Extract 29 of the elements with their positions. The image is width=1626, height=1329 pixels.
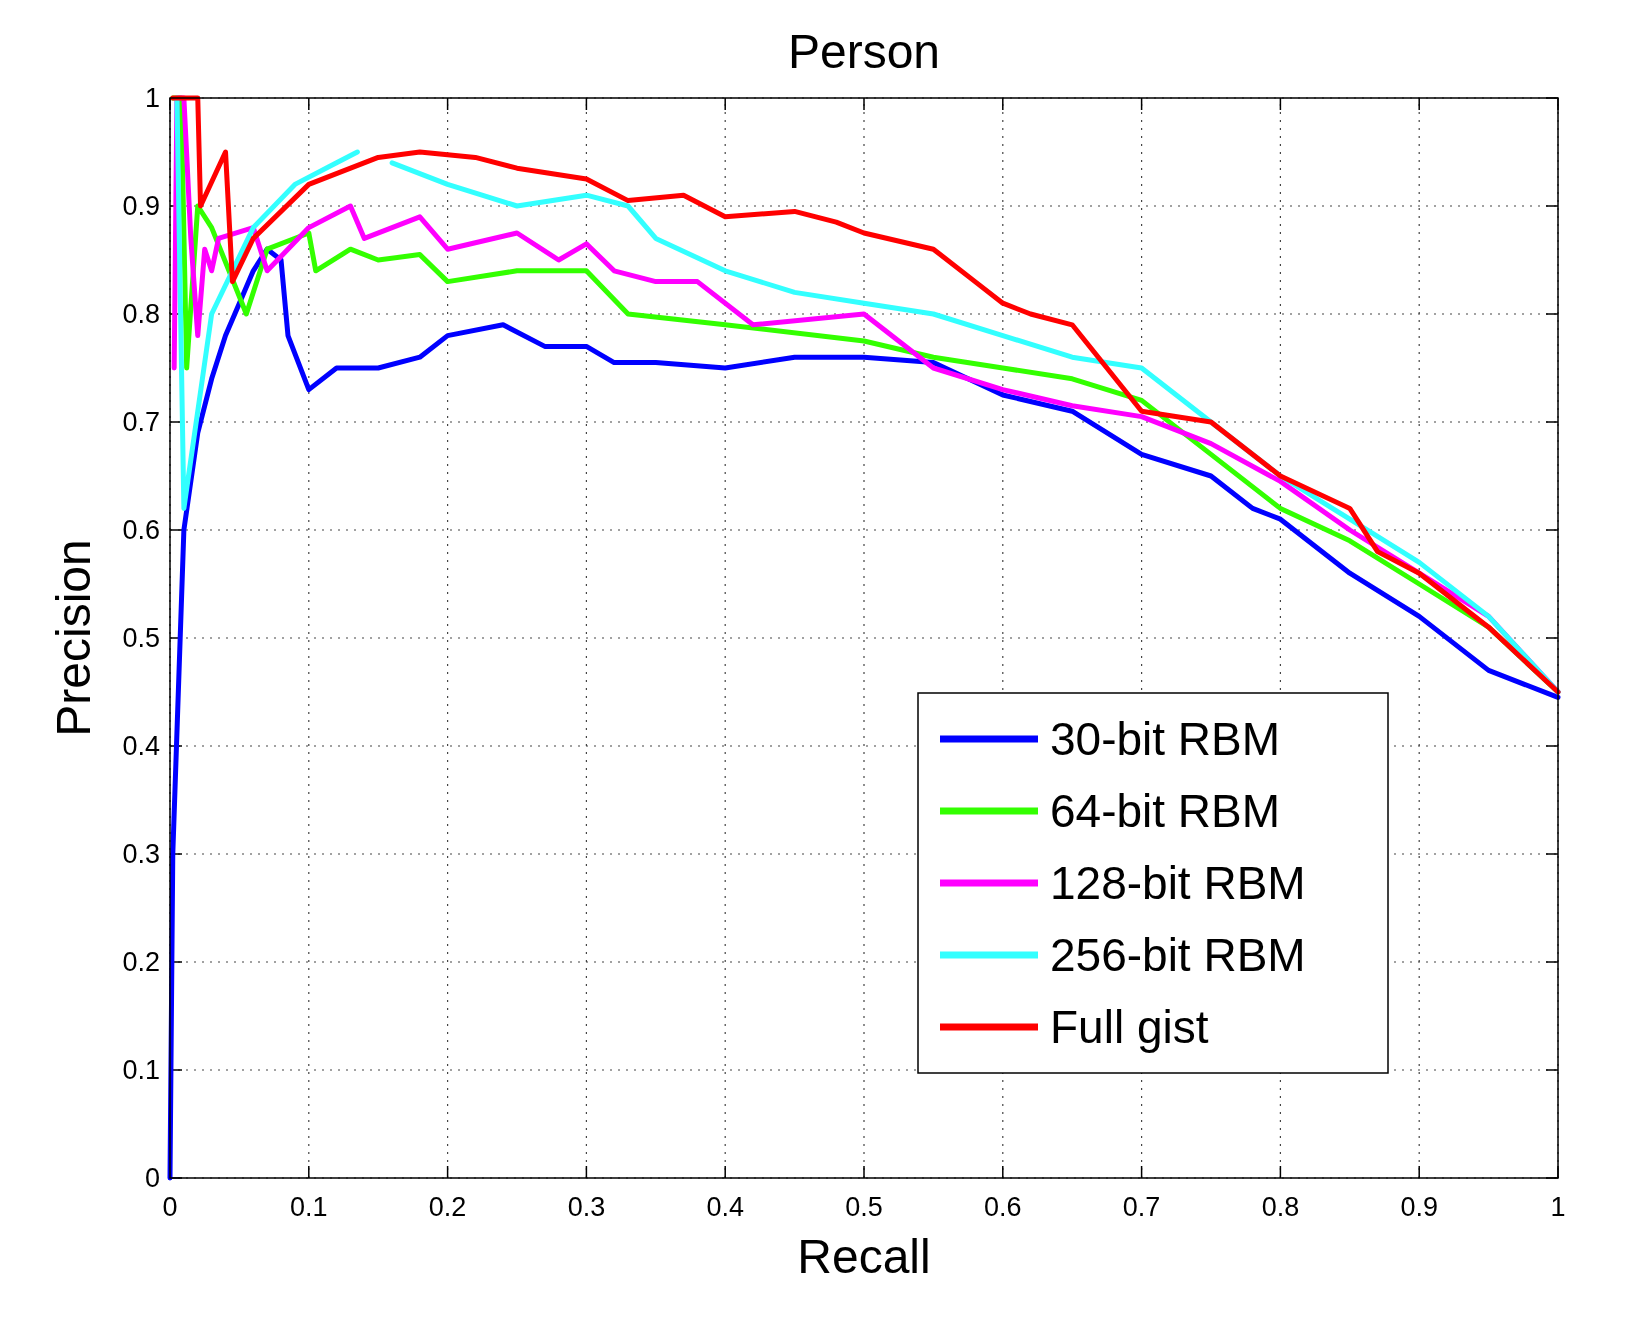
x-tick-label: 0.8 <box>1261 1192 1300 1222</box>
x-tick-label: 0.7 <box>1122 1192 1161 1222</box>
x-tick-label: 0.1 <box>290 1192 328 1222</box>
y-tick-label: 0.4 <box>122 731 160 761</box>
legend-label: 30-bit RBM <box>1050 713 1281 765</box>
x-tick-label: 0.4 <box>706 1192 744 1222</box>
y-tick-label: 0.9 <box>122 191 160 221</box>
y-tick-label: 0.8 <box>122 299 160 329</box>
x-tick-label: 0.5 <box>845 1192 883 1222</box>
y-tick-label: 0.1 <box>122 1055 160 1085</box>
legend-label: Full gist <box>1050 1001 1209 1053</box>
x-tick-label: 0.3 <box>567 1192 606 1222</box>
x-tick-label: 0.6 <box>984 1192 1022 1222</box>
y-tick-label: 0.3 <box>122 839 160 869</box>
x-tick-label: 1 <box>1550 1192 1566 1222</box>
y-tick-label: 0.5 <box>122 623 160 653</box>
chart-title: Person <box>787 25 941 78</box>
y-tick-label: 0.7 <box>122 407 160 437</box>
legend-label: 128-bit RBM <box>1050 857 1306 909</box>
x-axis-title: Recall <box>797 1230 931 1283</box>
y-tick-label: 1 <box>144 83 160 113</box>
y-axis-title: Precision <box>47 539 100 737</box>
legend-label: 64-bit RBM <box>1050 785 1281 837</box>
legend-label: 256-bit RBM <box>1050 929 1306 981</box>
x-tick-label: 0.9 <box>1400 1192 1438 1222</box>
y-tick-label: 0.6 <box>122 515 160 545</box>
y-tick-label: 0 <box>144 1163 160 1193</box>
y-tick-label: 0.2 <box>122 947 160 977</box>
x-tick-label: 0.2 <box>428 1192 467 1222</box>
